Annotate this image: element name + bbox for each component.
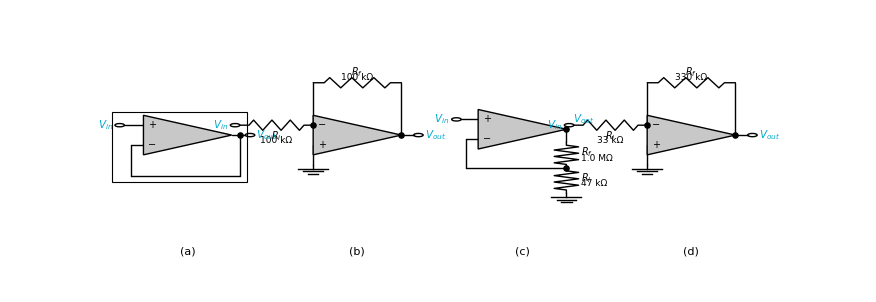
- Text: 100 kΩ: 100 kΩ: [342, 73, 373, 82]
- Polygon shape: [647, 115, 736, 155]
- Point: [233, 133, 247, 137]
- Text: $V_{out}$: $V_{out}$: [759, 128, 780, 142]
- Text: (a): (a): [180, 246, 195, 256]
- Text: +: +: [148, 120, 156, 130]
- Text: $R_i$: $R_i$: [272, 129, 282, 143]
- Text: 100 kΩ: 100 kΩ: [260, 136, 293, 145]
- Polygon shape: [478, 110, 567, 149]
- Text: (b): (b): [350, 246, 365, 256]
- Text: (d): (d): [683, 246, 699, 256]
- Text: $R_i$: $R_i$: [605, 129, 616, 143]
- Polygon shape: [313, 115, 401, 155]
- Point: [560, 165, 574, 170]
- Text: (c): (c): [515, 246, 530, 256]
- Text: −: −: [318, 120, 326, 130]
- Text: $V_{in}$: $V_{in}$: [548, 118, 562, 132]
- Text: $V_{out}$: $V_{out}$: [256, 128, 278, 142]
- Text: $V_{in}$: $V_{in}$: [434, 112, 449, 126]
- Point: [394, 133, 408, 137]
- Text: $V_{out}$: $V_{out}$: [573, 112, 595, 126]
- Text: 33 kΩ: 33 kΩ: [597, 136, 624, 145]
- Point: [306, 123, 320, 128]
- Point: [640, 123, 654, 128]
- Text: $V_{in}$: $V_{in}$: [213, 118, 229, 132]
- Bar: [111, 112, 247, 182]
- Point: [729, 133, 743, 137]
- Text: +: +: [483, 114, 491, 124]
- Text: $R_i$: $R_i$: [582, 171, 592, 185]
- Text: $V_{in}$: $V_{in}$: [97, 118, 113, 132]
- Text: $V_{out}$: $V_{out}$: [425, 128, 446, 142]
- Text: 330 kΩ: 330 kΩ: [675, 73, 708, 82]
- Text: $R_f$: $R_f$: [582, 146, 593, 159]
- Text: −: −: [148, 140, 156, 150]
- Text: +: +: [652, 140, 660, 150]
- Point: [560, 127, 574, 132]
- Text: 1.0 MΩ: 1.0 MΩ: [582, 154, 613, 163]
- Text: $R_f$: $R_f$: [685, 66, 697, 79]
- Text: −: −: [483, 134, 491, 144]
- Polygon shape: [144, 115, 231, 155]
- Text: 47 kΩ: 47 kΩ: [582, 179, 608, 188]
- Text: $R_f$: $R_f$: [351, 66, 364, 79]
- Text: +: +: [318, 140, 326, 150]
- Text: −: −: [652, 120, 661, 130]
